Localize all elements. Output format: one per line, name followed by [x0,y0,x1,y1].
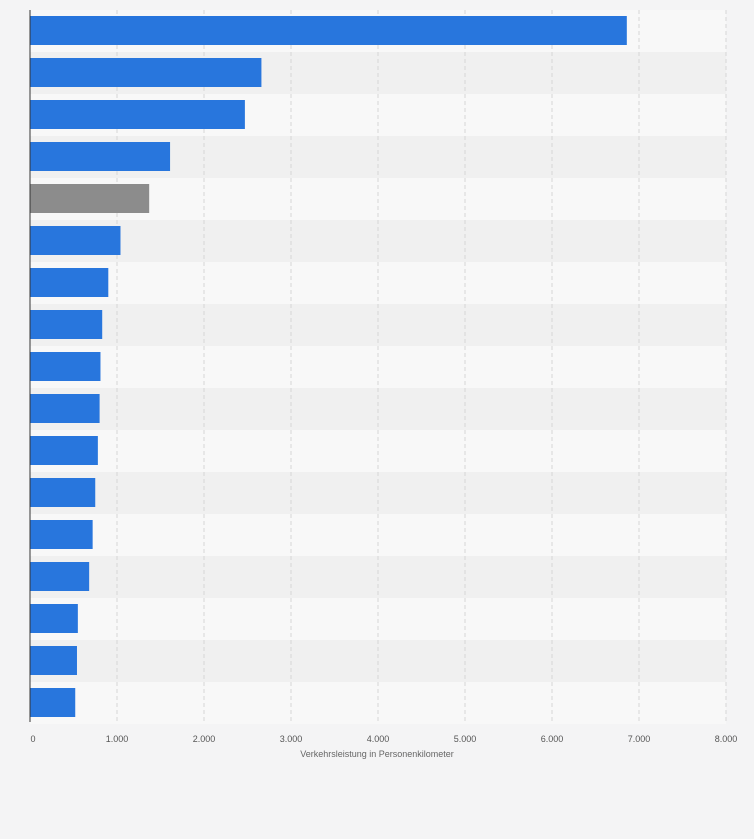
bar[interactable] [30,352,101,381]
bar[interactable] [30,604,78,633]
bar-highlighted[interactable] [30,184,150,213]
x-tick-labels: 0 1.000 2.000 3.000 4.000 5.000 6.000 7.000 8.00… [30,734,737,744]
bar[interactable] [30,520,93,549]
bar[interactable] [30,100,245,129]
bar[interactable] [30,562,90,591]
x-tick-label: 5.000 [454,734,477,744]
x-tick-label: 3.000 [280,734,303,744]
bar[interactable] [30,142,171,171]
x-tick-label: 7.000 [628,734,651,744]
x-tick-label: 1.000 [106,734,129,744]
x-tick-label: 6.000 [541,734,564,744]
bar[interactable] [30,646,77,675]
bar[interactable] [30,394,100,423]
bar[interactable] [30,436,98,465]
bar[interactable] [30,310,103,339]
bar[interactable] [30,268,109,297]
bar[interactable] [30,16,627,45]
bar[interactable] [30,226,121,255]
bar[interactable] [30,688,76,717]
x-tick-label: 4.000 [367,734,390,744]
bar[interactable] [30,478,96,507]
bar[interactable] [30,58,262,87]
x-axis-title: Verkehrsleistung in Personenkilometer [300,749,454,759]
x-tick-label: 8.000 [715,734,738,744]
x-tick-label: 2.000 [193,734,216,744]
x-tick-label: 0 [30,734,35,744]
bars [30,16,627,717]
